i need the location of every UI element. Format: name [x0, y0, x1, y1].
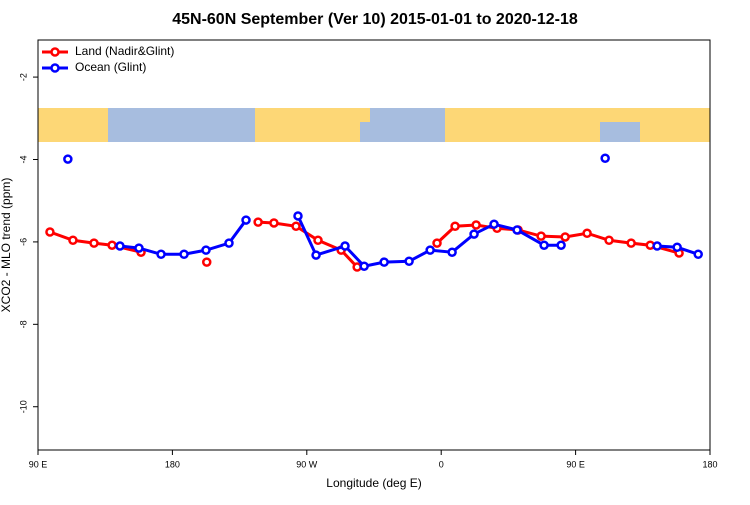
point [539, 240, 549, 250]
point [68, 235, 78, 246]
point [425, 245, 435, 255]
point [179, 249, 189, 260]
point [450, 221, 460, 232]
x-tick-label: 90 E [29, 459, 48, 469]
point [672, 242, 682, 253]
point [241, 215, 251, 225]
point [600, 153, 610, 164]
point [432, 238, 442, 248]
point [447, 247, 457, 257]
x-tick-label: 90 W [296, 459, 318, 469]
legend-label: Ocean (Glint) [75, 60, 146, 74]
point [626, 238, 636, 248]
point [536, 231, 546, 241]
x-tick-label: 180 [702, 459, 717, 469]
point [604, 235, 614, 246]
point [253, 217, 263, 227]
chart-title: 45N-60N September (Ver 10) 2015-01-01 to… [172, 11, 578, 28]
point [269, 218, 279, 228]
point [63, 154, 73, 164]
point [340, 241, 350, 251]
y-tick-label: -2 [18, 73, 28, 81]
point [134, 243, 144, 253]
point [224, 238, 234, 248]
y-tick-label: -8 [18, 320, 28, 328]
point [512, 225, 522, 235]
point [293, 211, 303, 221]
point [115, 241, 125, 251]
point [489, 219, 499, 229]
map-strip [38, 108, 710, 142]
point [201, 257, 212, 267]
x-axis-label: Longitude (deg E) [326, 476, 421, 490]
x-tick-label: 0 [439, 459, 444, 469]
x-tick-label: 180 [165, 459, 180, 469]
point [89, 238, 99, 248]
point [560, 232, 570, 242]
series-line [49, 220, 680, 269]
point [471, 220, 481, 230]
point [652, 241, 662, 251]
y-tick-label: -10 [18, 400, 28, 413]
point [693, 249, 703, 260]
point [201, 245, 211, 255]
point [556, 240, 566, 250]
point [313, 235, 323, 246]
point [45, 227, 55, 237]
point [582, 228, 592, 239]
point [107, 240, 117, 250]
plot-frame [37, 39, 711, 451]
point [404, 256, 414, 267]
y-axis-label: XCO2 - MLO trend (ppm) [0, 178, 13, 313]
legend-label: Land (Nadir&Glint) [75, 44, 174, 58]
point [311, 250, 321, 260]
point [379, 257, 389, 267]
legend-marker [50, 63, 60, 73]
y-tick-label: -6 [18, 238, 28, 246]
point [469, 229, 479, 239]
point [156, 249, 166, 260]
point [291, 221, 301, 232]
point [359, 261, 369, 271]
x-tick-label: 90 E [566, 459, 585, 469]
legend-marker [50, 47, 60, 57]
y-tick-label: -4 [18, 155, 28, 163]
